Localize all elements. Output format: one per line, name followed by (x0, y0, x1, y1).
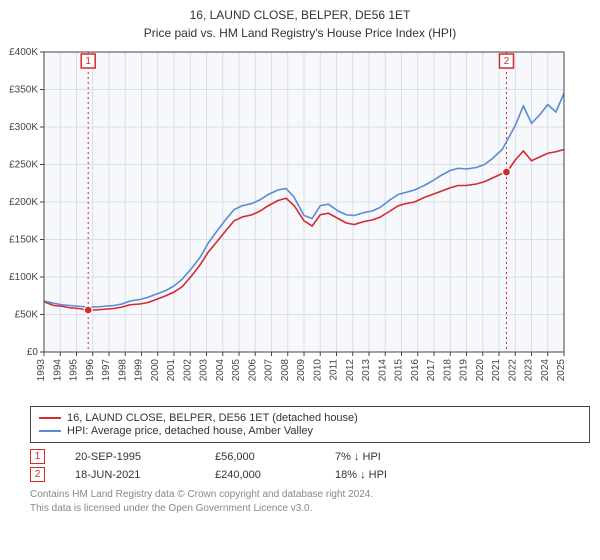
footer-line2: This data is licensed under the Open Gov… (30, 502, 590, 516)
marker-badge: 1 (30, 449, 45, 464)
svg-text:2007: 2007 (264, 359, 275, 382)
svg-text:2: 2 (504, 56, 510, 67)
svg-text:2025: 2025 (556, 359, 567, 382)
svg-text:£250K: £250K (9, 160, 38, 171)
svg-text:1994: 1994 (52, 359, 63, 382)
marker-date: 18-JUN-2021 (75, 469, 185, 481)
svg-text:2024: 2024 (540, 359, 551, 382)
footer-note: Contains HM Land Registry data © Crown c… (30, 488, 590, 516)
marker-table: 1 20-SEP-1995 £56,000 7% ↓ HPI 2 18-JUN-2021 £… (30, 449, 590, 482)
svg-text:2015: 2015 (394, 359, 405, 382)
chart-svg: £0 £50K £100K £150K £200K £250K £300K £350K £400… (0, 46, 580, 400)
svg-text:1995: 1995 (69, 359, 80, 382)
svg-text:2011: 2011 (329, 359, 340, 381)
svg-text:£150K: £150K (9, 235, 38, 246)
svg-text:£400K: £400K (9, 47, 38, 58)
legend-item: HPI: Average price, detached house, Ambe… (39, 425, 581, 437)
marker-price: £56,000 (215, 451, 305, 463)
svg-text:1998: 1998 (117, 359, 128, 382)
svg-text:2013: 2013 (361, 359, 372, 382)
svg-text:2020: 2020 (475, 359, 486, 382)
svg-text:2000: 2000 (150, 359, 161, 382)
svg-text:2003: 2003 (199, 359, 210, 382)
marker-price: £240,000 (215, 469, 305, 481)
svg-text:£50K: £50K (15, 310, 39, 321)
legend: 16, LAUND CLOSE, BELPER, DE56 1ET (detac… (30, 406, 590, 443)
legend-label: HPI: Average price, detached house, Ambe… (67, 425, 313, 437)
svg-text:1: 1 (85, 56, 91, 67)
footer-line1: Contains HM Land Registry data © Crown c… (30, 488, 590, 502)
svg-text:£100K: £100K (9, 272, 38, 283)
marker-badge: 2 (30, 467, 45, 482)
svg-text:2010: 2010 (312, 359, 323, 382)
chart: £0 £50K £100K £150K £200K £250K £300K £350K £400… (0, 46, 600, 400)
svg-text:£300K: £300K (9, 122, 38, 133)
marker-row: 2 18-JUN-2021 £240,000 18% ↓ HPI (30, 467, 590, 482)
svg-text:£0: £0 (27, 347, 39, 358)
svg-text:1999: 1999 (134, 359, 145, 382)
svg-text:2022: 2022 (507, 359, 518, 382)
svg-text:£350K: £350K (9, 85, 38, 96)
chart-subtitle: Price paid vs. HM Land Registry's House … (0, 24, 600, 42)
svg-text:2004: 2004 (215, 359, 226, 382)
svg-text:2017: 2017 (426, 359, 437, 382)
svg-text:1993: 1993 (36, 359, 47, 382)
svg-text:2019: 2019 (459, 359, 470, 382)
svg-text:1996: 1996 (85, 359, 96, 382)
svg-text:2014: 2014 (377, 359, 388, 382)
svg-text:2001: 2001 (166, 359, 177, 382)
legend-swatch (39, 417, 61, 419)
marker-delta: 7% ↓ HPI (335, 451, 381, 463)
chart-title: 16, LAUND CLOSE, BELPER, DE56 1ET (0, 6, 600, 24)
svg-text:2012: 2012 (345, 359, 356, 382)
svg-text:2023: 2023 (524, 359, 535, 382)
svg-text:1997: 1997 (101, 359, 112, 382)
svg-text:2018: 2018 (442, 359, 453, 382)
svg-text:2021: 2021 (491, 359, 502, 382)
marker-delta: 18% ↓ HPI (335, 469, 387, 481)
svg-text:2006: 2006 (247, 359, 258, 382)
marker-row: 1 20-SEP-1995 £56,000 7% ↓ HPI (30, 449, 590, 464)
legend-label: 16, LAUND CLOSE, BELPER, DE56 1ET (detac… (67, 412, 358, 424)
svg-text:2008: 2008 (280, 359, 291, 382)
legend-swatch (39, 430, 61, 432)
legend-item: 16, LAUND CLOSE, BELPER, DE56 1ET (detac… (39, 412, 581, 424)
marker-date: 20-SEP-1995 (75, 451, 185, 463)
svg-text:2005: 2005 (231, 359, 242, 382)
svg-text:2016: 2016 (410, 359, 421, 382)
svg-text:£200K: £200K (9, 197, 38, 208)
svg-text:2009: 2009 (296, 359, 307, 382)
svg-text:2002: 2002 (182, 359, 193, 382)
